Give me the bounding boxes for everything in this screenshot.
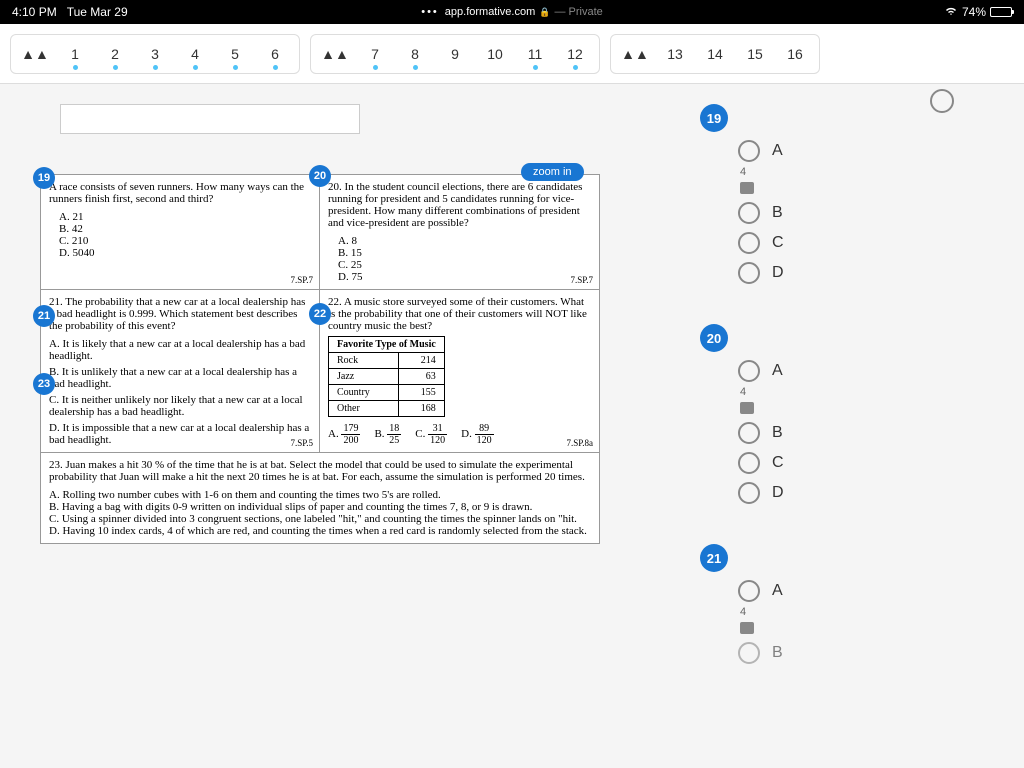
q19-b: B. 42 — [59, 223, 311, 235]
radio-20-b[interactable] — [738, 422, 760, 444]
battery-icon — [990, 7, 1012, 17]
radio-20-a[interactable] — [738, 360, 760, 382]
q20-b: B. 15 — [338, 247, 591, 259]
nav-q8[interactable]: 8 — [395, 34, 435, 74]
radio-21-a[interactable] — [738, 580, 760, 602]
answer-column: 19 A 4 B C D 20 A 4 B C D 21 A 4 — [700, 104, 900, 704]
input-box-partial[interactable] — [60, 104, 360, 134]
nav-group-1: ▲▲ 1 2 3 4 5 6 — [10, 34, 300, 74]
answer-num-21: 21 — [700, 544, 728, 572]
menu-dots-icon: ••• — [421, 6, 439, 18]
badge-q21: 21 — [33, 305, 55, 327]
nav-q6[interactable]: 6 — [255, 34, 295, 74]
answer-num-19: 19 — [700, 104, 728, 132]
q19-c: C. 210 — [59, 235, 311, 247]
nav-q2[interactable]: 2 — [95, 34, 135, 74]
q22-choices: A. 179200 B. 1825 C. 31120 D. 89120 — [328, 423, 591, 446]
answer-block-19: 19 A 4 B C D — [700, 104, 900, 284]
radio-19-c[interactable] — [738, 232, 760, 254]
radio-21-b[interactable] — [738, 642, 760, 664]
nav-q9[interactable]: 9 — [435, 34, 475, 74]
radio-19-a[interactable] — [738, 140, 760, 162]
nav-q13[interactable]: 13 — [655, 34, 695, 74]
nav-q12[interactable]: 12 — [555, 34, 595, 74]
q23-c: C. Using a spinner divided into 3 congru… — [49, 513, 591, 525]
q23-a: A. Rolling two number cubes with 1-6 on … — [49, 489, 591, 501]
partial-radio — [930, 89, 954, 113]
radio-20-d[interactable] — [738, 482, 760, 504]
q21-standard: 7.SP.5 — [290, 438, 313, 448]
q21-c: C. It is neither unlikely nor likely tha… — [49, 394, 311, 418]
badge-q23: 23 — [33, 373, 55, 395]
q23-b: B. Having a bag with digits 0-9 written … — [49, 501, 591, 513]
nav-group-3: ▲▲ 13 14 15 16 — [610, 34, 820, 74]
answer-num-20: 20 — [700, 324, 728, 352]
q21-text: 21. The probability that a new car at a … — [49, 296, 311, 332]
q21-d: D. It is impossible that a new car at a … — [49, 422, 311, 446]
status-center: ••• app.formative.com 🔒 — Private — [421, 6, 603, 18]
nav-q5[interactable]: 5 — [215, 34, 255, 74]
nav-group-2: ▲▲ 7 8 9 10 11 12 — [310, 34, 600, 74]
points-21: 4 — [740, 606, 900, 618]
nav-q10[interactable]: 10 — [475, 34, 515, 74]
question-nav-bar: ▲▲ 1 2 3 4 5 6 ▲▲ 7 8 9 10 11 12 ▲▲ 13 1… — [0, 24, 1024, 84]
url-bar: app.formative.com 🔒 — Private — [445, 6, 603, 18]
q21-a: A. It is likely that a new car at a loca… — [49, 338, 311, 362]
nav-q7[interactable]: 7 — [355, 34, 395, 74]
q21-b: B. It is unlikely that a new car at a lo… — [49, 366, 311, 390]
section-icon[interactable]: ▲▲ — [15, 34, 55, 74]
comment-icon[interactable] — [740, 182, 754, 194]
section-icon[interactable]: ▲▲ — [315, 34, 355, 74]
radio-20-c[interactable] — [738, 452, 760, 474]
comment-icon[interactable] — [740, 402, 754, 414]
nav-q4[interactable]: 4 — [175, 34, 215, 74]
q19-text: A race consists of seven runners. How ma… — [49, 181, 311, 205]
nav-q14[interactable]: 14 — [695, 34, 735, 74]
nav-q1[interactable]: 1 — [55, 34, 95, 74]
answer-block-20: 20 A 4 B C D — [700, 324, 900, 504]
points-19: 4 — [740, 166, 900, 178]
content-area: zoom in 19 20 A race consists of seven r… — [0, 84, 1024, 768]
q20-d: D. 75 — [338, 271, 591, 283]
status-time: 4:10 PM Tue Mar 29 — [12, 5, 128, 19]
lock-icon: 🔒 — [539, 7, 550, 18]
q19-d: D. 5040 — [59, 247, 311, 259]
q19-standard: 7.SP.7 — [290, 275, 313, 285]
nav-q11[interactable]: 11 — [515, 34, 555, 74]
answer-block-21: 21 A 4 B — [700, 544, 900, 664]
status-bar: 4:10 PM Tue Mar 29 ••• app.formative.com… — [0, 0, 1024, 24]
radio-19-d[interactable] — [738, 262, 760, 284]
battery-percent: 74% — [962, 5, 986, 19]
nav-q3[interactable]: 3 — [135, 34, 175, 74]
worksheet: zoom in 19 20 A race consists of seven r… — [40, 174, 600, 544]
zoom-in-button[interactable]: zoom in — [521, 163, 584, 181]
badge-q19: 19 — [33, 167, 55, 189]
section-icon[interactable]: ▲▲ — [615, 34, 655, 74]
q20-standard: 7.SP.7 — [570, 275, 593, 285]
wifi-icon — [944, 5, 958, 19]
nav-q15[interactable]: 15 — [735, 34, 775, 74]
points-20: 4 — [740, 386, 900, 398]
badge-q20: 20 — [309, 165, 331, 187]
q20-text: 20. In the student council elections, th… — [328, 181, 591, 229]
q23-text: 23. Juan makes a hit 30 % of the time th… — [49, 459, 591, 483]
music-table: Favorite Type of Music Rock214 Jazz63 Co… — [328, 336, 445, 417]
comment-icon[interactable] — [740, 622, 754, 634]
nav-q16[interactable]: 16 — [775, 34, 815, 74]
q22-text: 22. A music store surveyed some of their… — [328, 296, 591, 332]
q19-a: A. 21 — [59, 211, 311, 223]
q20-a: A. 8 — [338, 235, 591, 247]
q20-c: C. 25 — [338, 259, 591, 271]
status-right: 74% — [944, 5, 1012, 19]
q23-d: D. Having 10 index cards, 4 of which are… — [49, 525, 591, 537]
q22-standard: 7.SP.8a — [566, 438, 593, 448]
radio-19-b[interactable] — [738, 202, 760, 224]
badge-q22: 22 — [309, 303, 331, 325]
